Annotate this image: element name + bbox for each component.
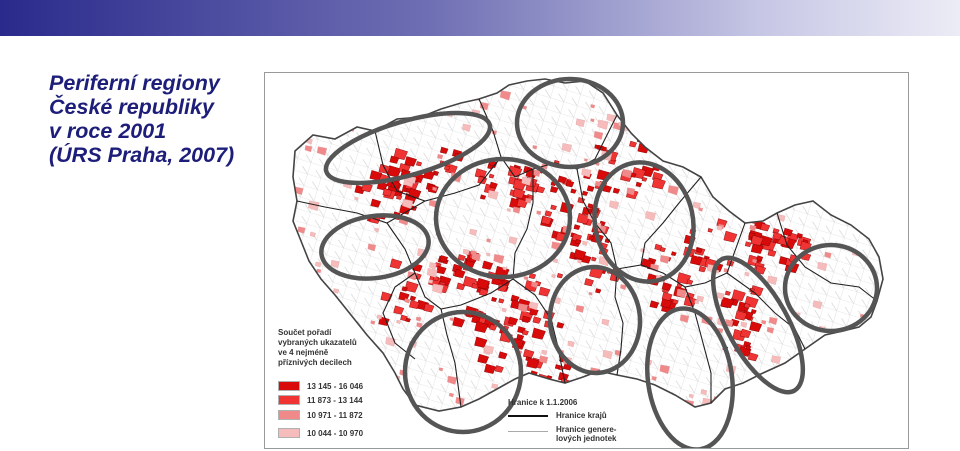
region-border-label-line: Hranice krajů: [556, 411, 607, 420]
title-line-2: České republiky: [49, 95, 214, 119]
unit-border-label-line-1: Hranice genere-: [556, 425, 617, 434]
title-line-1: Periferní regiony: [49, 71, 220, 95]
legend-title-line-2: vybraných ukazatelů: [278, 338, 357, 347]
slide-title: Periferní regiony České republiky v roce…: [49, 71, 264, 167]
legend-title-line-1: Součet pořadí: [278, 328, 332, 337]
oval-south-moravia: [645, 306, 735, 448]
legend-class-label-2: 11 873 - 13 144: [307, 396, 363, 405]
legend-swatch-1: [278, 381, 300, 391]
legend-title: Součet pořadí vybraných ukazatelů ve 4 n…: [278, 328, 383, 368]
boundary-legend-title: Hranice k 1.1.2006: [508, 398, 578, 407]
legend-class-4: 10 044 - 10 970: [278, 428, 363, 439]
oval-north: [514, 76, 626, 170]
region-border-symbol: [508, 415, 548, 417]
region-border-label: Hranice krajů: [556, 411, 607, 420]
legend-class-label-3: 10 971 - 11 872: [307, 411, 363, 420]
unit-border-label-line-2: lových jednotek: [556, 434, 617, 443]
oval-south-east: [710, 255, 806, 395]
legend-swatch-2: [278, 395, 300, 405]
legend-class-label-4: 10 044 - 10 970: [307, 429, 364, 438]
legend-class-2: 11 873 - 13 144: [278, 395, 363, 406]
oval-north-west: [323, 110, 493, 186]
legend-class-label-1: 13 145 - 16 046: [307, 382, 364, 391]
oval-moravia-east: [782, 242, 880, 334]
oval-central: [433, 156, 573, 280]
legend-swatch-3: [278, 410, 300, 420]
title-line-3: v roce 2001: [49, 119, 167, 143]
map-figure: Součet pořadí vybraných ukazatelů ve 4 n…: [264, 72, 909, 449]
oval-south-west: [402, 309, 524, 435]
legend-swatch-4: [278, 428, 300, 438]
slide-header-bar: [0, 0, 960, 36]
legend-title-line-3: ve 4 nejméně: [278, 348, 329, 357]
legend-title-line-4: příznivých decilech: [278, 358, 352, 367]
unit-border-symbol: [508, 431, 548, 432]
unit-border-label: Hranice genere- lových jednotek: [556, 425, 616, 443]
czech-map: [292, 76, 884, 448]
peripheral-region-outlines: [319, 76, 880, 448]
oval-north-east: [592, 160, 696, 284]
oval-vysocina: [547, 264, 643, 376]
oval-west: [319, 213, 431, 281]
legend-class-1: 13 145 - 16 046: [278, 381, 363, 392]
title-line-4: (ÚRS Praha, 2007): [49, 143, 235, 167]
legend-class-3: 10 971 - 11 872: [278, 410, 363, 421]
